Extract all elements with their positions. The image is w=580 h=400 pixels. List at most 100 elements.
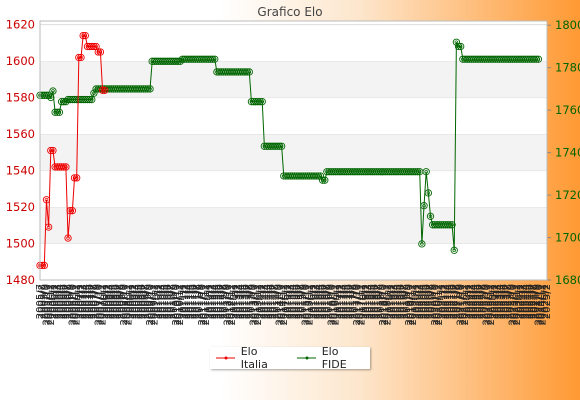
data-point-inner — [260, 99, 264, 104]
x-tick-label: 2018/3 — [363, 284, 374, 319]
x-tick-label: 2009/12 — [149, 284, 160, 326]
x-tick-label: 2018/12 — [382, 284, 393, 326]
x-tick-label: 2019/6 — [395, 284, 406, 319]
x-tick-label: 2022/6 — [473, 284, 484, 319]
data-point — [314, 172, 322, 180]
x-tick-label: 2015/11 — [303, 284, 314, 326]
data-point — [424, 189, 432, 197]
x-tick-label: 2023/11 — [510, 284, 521, 326]
x-tick-label: 2011/12 — [201, 284, 212, 326]
x-tick-label: 2020/12 — [434, 284, 445, 326]
y-right-tick-label: 1760 — [555, 103, 580, 117]
x-tick-label: 2006/6 — [59, 284, 70, 319]
x-tick-label: 2010/3 — [156, 284, 167, 319]
x-tick-label: 2018/5 — [367, 284, 378, 319]
x-tick-label: 2022/7 — [475, 284, 486, 319]
data-point — [81, 31, 89, 40]
x-tick-label: 2010/2 — [154, 284, 165, 319]
data-point — [534, 55, 543, 63]
data-point — [38, 261, 46, 270]
x-tick-label: 2010/12 — [175, 284, 186, 326]
x-tick-label: 2023/4 — [495, 284, 506, 319]
x-tick-label: 2023/7 — [501, 284, 512, 319]
x-tick-label: 2007/10 — [93, 284, 104, 326]
x-tick-label: 2013/6 — [240, 284, 251, 319]
x-tick-label: 2021/10 — [456, 284, 467, 326]
x-axis-tick-labels: 2005/72005/82005/92005/102005/112005/122… — [35, 284, 553, 326]
x-tick-label: 2025/1 — [540, 284, 551, 319]
x-tick-label: 2013/4 — [236, 284, 247, 319]
legend-label-elo-italia: Elo Italia — [240, 345, 268, 371]
data-point — [88, 95, 96, 104]
data-point — [66, 207, 74, 215]
x-tick-label: 2024/2 — [516, 284, 527, 319]
data-point — [62, 98, 70, 106]
x-tick-label: 2018/8 — [374, 284, 385, 319]
x-tick-label: 2012/5 — [212, 284, 223, 319]
data-point — [275, 142, 284, 150]
x-tick-label: 2018/11 — [380, 284, 391, 326]
x-tick-label: 2025/2 — [542, 284, 553, 319]
x-tick-label: 2015/9 — [298, 284, 309, 319]
x-tick-label: 2014/9 — [272, 284, 283, 319]
x-tick-label: 2019/1 — [385, 284, 396, 319]
data-point-inner — [74, 176, 79, 180]
x-tick-label: 2017/7 — [346, 284, 357, 319]
x-tick-label: 2021/8 — [451, 284, 462, 319]
x-tick-label: 2006/8 — [63, 284, 74, 319]
data-point-inner — [57, 110, 62, 115]
x-tick-label: 2024/3 — [518, 284, 529, 319]
data-point — [68, 207, 77, 215]
y-right-tick-label: 1740 — [555, 146, 580, 160]
data-point — [75, 53, 83, 62]
x-tick-label: 2006/7 — [61, 284, 72, 319]
x-tick-label: 2008/9 — [117, 284, 128, 319]
x-tick-label: 2024/1 — [514, 284, 525, 319]
x-tick-label: 2013/5 — [238, 284, 249, 319]
x-tick-label: 2020/7 — [423, 284, 434, 319]
x-tick-label: 2021/1 — [436, 284, 447, 319]
data-point-inner — [458, 44, 463, 49]
grid-band — [40, 243, 547, 280]
x-tick-label: 2011/11 — [199, 284, 210, 326]
x-tick-label: 2006/10 — [67, 284, 78, 326]
x-tick-label: 2016/7 — [320, 284, 331, 319]
grid-band — [40, 97, 547, 135]
x-tick-label: 2009/8 — [141, 284, 152, 319]
x-tick-label: 2007/8 — [89, 284, 100, 319]
data-point-inner — [422, 203, 426, 208]
x-tick-label: 2013/2 — [231, 284, 242, 319]
x-tick-label: 2006/2 — [50, 284, 61, 319]
x-tick-label: 2017/6 — [344, 284, 355, 319]
x-tick-label: 2018/4 — [365, 284, 376, 319]
data-point — [452, 38, 461, 46]
x-tick-label: 2015/10 — [300, 284, 311, 326]
grid-band — [40, 134, 547, 171]
x-tick-label: 2011/8 — [192, 284, 203, 319]
x-tick-label: 2022/2 — [464, 284, 475, 319]
data-point — [60, 98, 68, 106]
x-tick-label: 2011/5 — [186, 284, 197, 319]
legend-marker-fide-icon — [297, 356, 316, 360]
x-tick-label: 2019/10 — [404, 284, 415, 326]
data-point — [256, 98, 264, 106]
x-tick-label: 2024/10 — [533, 284, 544, 326]
x-tick-label: 2007/4 — [80, 284, 91, 319]
x-tick-label: 2011/3 — [182, 284, 193, 319]
x-tick-label: 2024/8 — [529, 284, 540, 319]
x-tick-label: 2016/3 — [311, 284, 322, 319]
x-tick-label: 2011/9 — [195, 284, 206, 319]
x-tick-label: 2017/4 — [339, 284, 350, 319]
x-tick-label: 2009/1 — [126, 284, 137, 319]
legend: Elo Italia Elo FIDE — [210, 345, 370, 371]
x-tick-label: 2008/7 — [113, 284, 124, 319]
data-point — [450, 246, 458, 254]
x-tick-label: 2020/1 — [410, 284, 421, 319]
x-tick-label: 2006/12 — [72, 284, 83, 326]
x-tick-label: 2014/12 — [279, 284, 290, 326]
data-point-inner — [450, 223, 454, 227]
data-point — [413, 168, 422, 176]
x-tick-label: 2017/12 — [356, 284, 367, 326]
legend-label-elo-fide: Elo FIDE — [321, 345, 347, 371]
data-point — [47, 93, 55, 102]
